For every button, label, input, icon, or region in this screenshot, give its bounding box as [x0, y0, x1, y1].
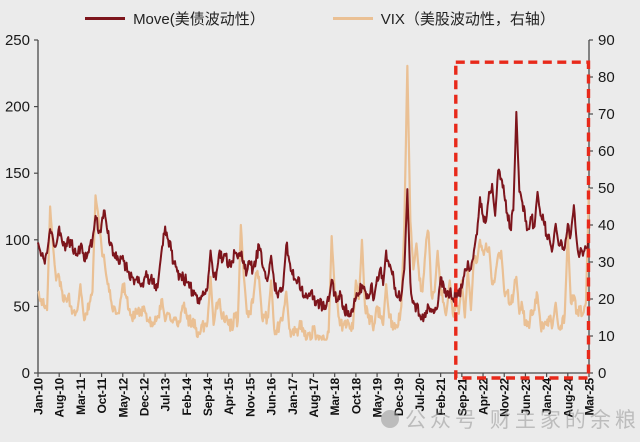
svg-text:Dec-12: Dec-12 [137, 377, 151, 416]
svg-text:Oct-18: Oct-18 [349, 377, 363, 414]
move-line-swatch [85, 17, 126, 20]
svg-text:Apr-15: Apr-15 [222, 377, 236, 414]
svg-text:Sep-14: Sep-14 [201, 377, 215, 416]
svg-text:Aug-10: Aug-10 [53, 377, 67, 417]
svg-text:Apr-22: Apr-22 [477, 377, 491, 414]
highlight-box [454, 60, 591, 380]
x-axis: Jan-10 Aug-10 Mar-11 Oct-11 May-12 Dec-12 Jul-… [32, 373, 597, 418]
svg-text:Jan-24: Jan-24 [540, 377, 554, 414]
vix-line-swatch [332, 17, 373, 20]
svg-text:80: 80 [598, 69, 615, 86]
svg-text:Aug-24: Aug-24 [561, 377, 575, 417]
legend-item-vix: VIX（美股波动性，右轴） [332, 8, 555, 29]
svg-text:Sep-21: Sep-21 [455, 377, 469, 416]
svg-text:Mar-25: Mar-25 [583, 377, 597, 415]
svg-text:Jan-17: Jan-17 [286, 377, 300, 414]
svg-text:70: 70 [598, 106, 615, 123]
chart-legend: Move(美债波动性） VIX（美股波动性，右轴） [0, 8, 640, 29]
svg-text:Jun-16: Jun-16 [265, 377, 279, 415]
svg-text:May-12: May-12 [116, 377, 130, 417]
svg-text:20: 20 [598, 291, 615, 308]
svg-text:Nov-15: Nov-15 [243, 377, 257, 416]
svg-text:0: 0 [22, 365, 30, 382]
svg-text:60: 60 [598, 143, 615, 160]
svg-text:50: 50 [13, 298, 30, 315]
svg-text:90: 90 [598, 32, 615, 49]
svg-text:Dec-19: Dec-19 [392, 377, 406, 416]
svg-text:Jun-23: Jun-23 [519, 377, 533, 415]
svg-text:150: 150 [5, 165, 30, 182]
svg-text:Mar-11: Mar-11 [74, 377, 88, 414]
svg-text:Oct-11: Oct-11 [95, 377, 109, 413]
svg-text:50: 50 [598, 180, 615, 197]
vix-legend-label: VIX（美股波动性，右轴） [380, 11, 555, 28]
svg-text:40: 40 [598, 217, 615, 234]
move-legend-label: Move(美债波动性） [133, 11, 265, 28]
svg-text:Jan-10: Jan-10 [32, 377, 46, 414]
svg-text:Mar-18: Mar-18 [328, 377, 342, 415]
svg-text:Feb-21: Feb-21 [434, 377, 448, 415]
svg-text:Jul-13: Jul-13 [159, 377, 173, 411]
svg-text:250: 250 [5, 32, 30, 49]
y-axis-right: 0 10 20 30 40 50 60 70 80 90 [589, 32, 615, 382]
move-line [37, 110, 590, 323]
legend-item-move: Move(美债波动性） [85, 8, 265, 29]
y-axis-left: 0 50 100 150 200 250 [5, 32, 38, 382]
svg-text:100: 100 [5, 232, 30, 249]
svg-text:Feb-14: Feb-14 [180, 377, 194, 415]
svg-text:0: 0 [598, 365, 606, 382]
svg-text:Aug-17: Aug-17 [307, 377, 321, 417]
svg-text:10: 10 [598, 328, 615, 345]
vix-line [37, 64, 591, 341]
svg-text:Jul-20: Jul-20 [413, 377, 427, 411]
svg-text:200: 200 [5, 99, 30, 116]
svg-text:30: 30 [598, 254, 615, 271]
svg-text:May-19: May-19 [371, 377, 385, 417]
svg-text:Nov-22: Nov-22 [498, 377, 512, 416]
